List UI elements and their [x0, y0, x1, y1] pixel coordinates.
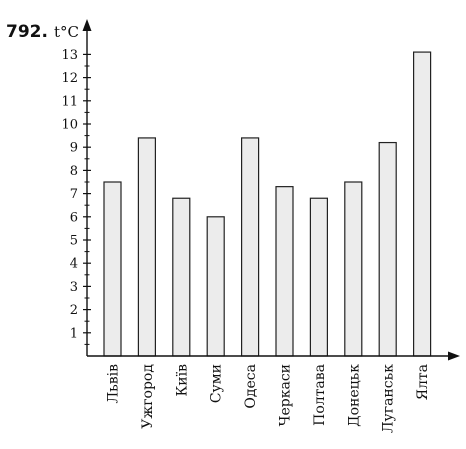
bar-9 — [378, 141, 397, 357]
bar-7 — [309, 197, 328, 357]
y-tick-label: 1 — [70, 326, 78, 341]
y-tick-label: 5 — [70, 234, 78, 249]
bar-10 — [413, 51, 432, 357]
x-tick-label: Донецьк — [346, 364, 362, 427]
y-tick-label: 13 — [61, 48, 78, 63]
x-axis-labels: Львів Ужгород Київ Суми Одеса Черкаси Полтава Д… — [106, 364, 432, 434]
bar-2 — [137, 137, 156, 357]
x-tick-label: Суми — [209, 364, 225, 403]
bar-4 — [206, 216, 225, 357]
bar-1 — [103, 181, 122, 357]
x-tick-label: Ужгород — [140, 364, 156, 429]
x-tick-label: Полтава — [312, 364, 328, 426]
y-tick-label: 9 — [70, 141, 78, 156]
x-tick-label: Ялта — [415, 364, 431, 400]
bars — [103, 51, 432, 357]
x-tick-label: Львів — [106, 364, 122, 404]
bar-5 — [241, 137, 260, 357]
y-tick-label: 12 — [61, 71, 78, 86]
y-tick-label: 6 — [70, 210, 78, 225]
y-axis-arrow — [82, 19, 92, 31]
bar-6 — [275, 186, 294, 357]
y-tick-label: 7 — [70, 187, 78, 202]
bar-3 — [172, 197, 191, 357]
x-tick-label: Черкаси — [278, 364, 294, 426]
x-tick-label: Луганськ — [381, 364, 397, 433]
y-tick-label: 10 — [61, 118, 78, 133]
y-tick-label: 4 — [70, 257, 78, 272]
y-tick-label: 2 — [70, 303, 78, 318]
x-tick-label: Одеса — [243, 364, 259, 409]
y-axis-title: t°C — [54, 23, 79, 41]
y-tick-label: 3 — [70, 280, 78, 295]
problem-number: 792. — [6, 22, 48, 42]
y-tick-label: 11 — [61, 94, 78, 109]
x-axis-arrow — [448, 351, 460, 361]
y-tick-label: 8 — [70, 164, 78, 179]
bar-8 — [344, 181, 363, 357]
x-tick-label: Київ — [174, 364, 190, 397]
